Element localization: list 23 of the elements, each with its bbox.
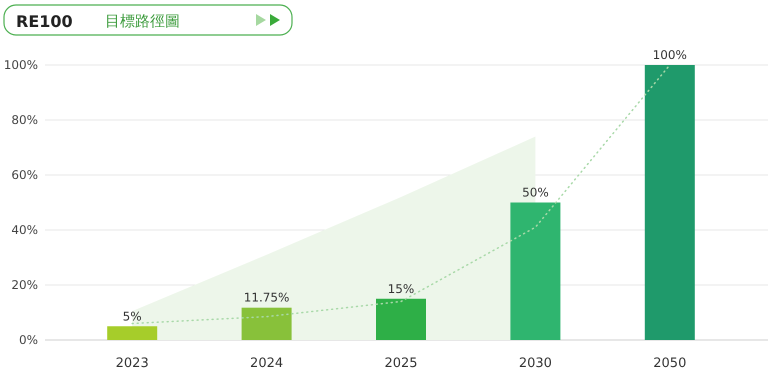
bar xyxy=(376,298,426,340)
data-label: 50% xyxy=(522,186,549,200)
y-tick-label: 100% xyxy=(4,58,38,72)
x-tick-label: 2050 xyxy=(653,356,686,371)
x-tick-label: 2024 xyxy=(250,356,284,371)
y-tick-label: 60% xyxy=(11,168,38,182)
bar xyxy=(644,65,695,340)
x-tick-label: 2023 xyxy=(116,356,149,371)
chart-title: RE100 xyxy=(16,12,73,31)
data-label: 11.75% xyxy=(244,290,290,305)
data-label: 5% xyxy=(122,309,142,324)
data-label: 15% xyxy=(388,282,414,296)
y-tick-label: 80% xyxy=(11,113,38,127)
y-tick-label: 40% xyxy=(11,223,38,237)
y-tick-label: 0% xyxy=(18,333,38,347)
x-tick-label: 2030 xyxy=(518,356,552,371)
y-tick-label: 20% xyxy=(11,278,38,292)
bar xyxy=(510,202,560,340)
chart-subtitle: 目標路徑圖 xyxy=(105,12,180,30)
data-label: 100% xyxy=(652,48,687,62)
x-tick-label: 2025 xyxy=(384,356,418,371)
bar xyxy=(242,308,292,340)
bar xyxy=(107,326,158,340)
